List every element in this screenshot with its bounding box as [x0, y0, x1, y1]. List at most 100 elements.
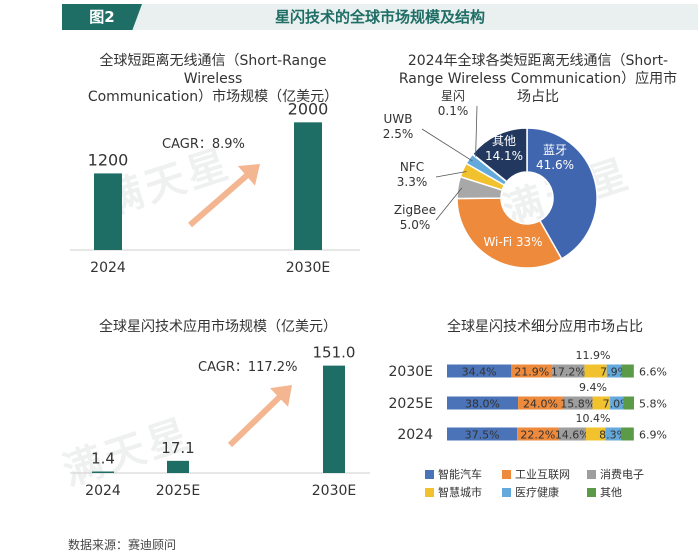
- chart4-segment: [623, 396, 634, 410]
- chart2-outer-name: UWB: [384, 112, 413, 126]
- chart4-category-label: 2025E: [389, 396, 433, 412]
- chart4-segment-label: 37.5%: [465, 429, 500, 442]
- figure-title: 星闪技术的全球市场规模及结构: [274, 8, 485, 26]
- chart4-legend-label: 智慧城市: [438, 485, 482, 499]
- chart4-segment: [585, 427, 606, 441]
- chart4-segment-label: 7.9%: [600, 366, 628, 379]
- chart1-cagr-label: CAGR：8.9%: [162, 137, 245, 152]
- chart2-title-line1: 2024年全球各类短距离无线通信（Short-: [407, 53, 669, 69]
- chart2-title: 2024年全球各类短距离无线通信（Short- Range Wireless C…: [388, 52, 688, 106]
- chart1-category-label: 2030E: [286, 260, 330, 276]
- chart4-other-label: 5.8%: [639, 398, 667, 411]
- chart2-title-line3: 场占比: [517, 89, 559, 105]
- chart4-segment-label: 22.2%: [520, 429, 555, 442]
- chart4-segment: [605, 427, 621, 441]
- chart4-segment: [610, 396, 624, 410]
- chart3-category-label: 2030E: [312, 483, 356, 499]
- chart4-category-label: 2024: [397, 427, 433, 443]
- chart4-segment: [584, 364, 607, 378]
- chart4-title: 全球星闪技术细分应用市场占比: [447, 319, 643, 335]
- chart4-segment: [558, 427, 586, 441]
- chart2-outer-value: 0.1%: [438, 104, 469, 118]
- header-band: [62, 4, 698, 30]
- chart1-value-label: 2000: [288, 99, 329, 118]
- chart3-value-label: 151.0: [313, 344, 356, 362]
- chart3-title: 全球星闪技术应用市场规模（亿美元）: [99, 319, 337, 335]
- chart4-segment-label: 24.0%: [523, 398, 558, 411]
- chart2-slice-name: 其他: [492, 134, 516, 148]
- chart4-legend-swatch: [425, 488, 434, 497]
- chart2-outer-name: ZigBee: [394, 203, 436, 217]
- chart2-slice: [456, 197, 563, 269]
- chart2-slice-value: 14.1%: [485, 149, 523, 163]
- chart4-other-label: 6.6%: [639, 366, 667, 379]
- chart4-segment: [621, 364, 634, 378]
- chart1-title: 全球短距离无线通信（Short-Range Wireless Communica…: [68, 52, 358, 106]
- chart1-category-label: 2024: [90, 260, 126, 276]
- chart2-outer-value: 3.3%: [397, 175, 428, 189]
- chart4-segment-label: 14.6%: [555, 429, 590, 442]
- chart1-title-line1: 全球短距离无线通信（Short-Range Wireless: [99, 53, 327, 87]
- chart4-legend-label: 工业互联网: [515, 468, 570, 481]
- chart3-value-label: 1.4: [91, 450, 115, 468]
- chart2-outer-name: 星闪: [441, 89, 465, 103]
- chart4-segment: [552, 364, 585, 378]
- chart4-segment: [447, 364, 512, 378]
- chart4-segment-label: 17.2%: [551, 366, 586, 379]
- chart4-legend-label: 消费电子: [600, 467, 644, 481]
- chart4-city-label: 10.4%: [576, 412, 611, 425]
- chart4-legend-label: 医疗健康: [515, 485, 559, 499]
- chart4-segment-label: 15.8%: [560, 398, 595, 411]
- chart2-slice: [526, 127, 598, 260]
- chart4-segment-label: 21.9%: [514, 366, 549, 379]
- chart2-slice-label: Wi-Fi 33%: [483, 235, 542, 249]
- chart2-outer-value: 5.0%: [400, 218, 431, 232]
- chart2-leader-line: [435, 171, 467, 178]
- chart1-growth-arrow: [188, 164, 260, 228]
- chart4-segment: [562, 396, 593, 410]
- chart4-segment-label: 8.3%: [599, 429, 627, 442]
- chart4-segment: [606, 364, 622, 378]
- chart3-growth-arrow: [227, 385, 292, 448]
- chart2-leader-line: [475, 105, 478, 157]
- chart4-legend-swatch: [425, 470, 434, 479]
- chart3-bar: [323, 365, 345, 473]
- chart1-value-label: 1200: [88, 150, 129, 169]
- chart3-category-label: 2025E: [156, 483, 200, 499]
- chart4-segment-label: 38.0%: [465, 398, 500, 411]
- chart1-bar: [94, 173, 122, 250]
- chart1-title-line2: Communication）市场规模（亿美元）: [87, 89, 339, 105]
- chart4-segment: [517, 427, 559, 441]
- chart2-slice-value: 41.6%: [536, 158, 574, 172]
- chart4-legend-swatch: [502, 470, 511, 479]
- chart3-value-label: 17.1: [161, 439, 194, 457]
- chart3-cagr-label: CAGR：117.2%: [198, 360, 297, 375]
- chart2-title-line2: Range Wireless Communication）应用市: [398, 71, 678, 87]
- chart4-legend-swatch: [502, 488, 511, 497]
- chart3-bar: [92, 471, 114, 473]
- chart4-segment: [511, 364, 553, 378]
- chart2-slice-name: 蓝牙: [543, 143, 567, 157]
- chart2-outer-name: NFC: [400, 160, 424, 174]
- chart4-city-label: 11.9%: [576, 349, 611, 362]
- figure-label: 图2: [62, 4, 142, 30]
- chart3-bar: [167, 460, 189, 473]
- chart4-legend-label: 其他: [600, 486, 622, 499]
- chart2-leader-line: [435, 187, 463, 221]
- chart4-segment: [447, 427, 518, 441]
- chart4-other-label: 6.9%: [639, 429, 667, 442]
- chart4-category-label: 2030E: [389, 364, 433, 380]
- chart2-leader-line: [421, 128, 473, 162]
- chart4-legend-swatch: [587, 470, 596, 479]
- chart3-category-label: 2024: [85, 483, 121, 499]
- chart1-bar: [294, 122, 322, 250]
- chart4-legend-swatch: [587, 488, 596, 497]
- chart4-segment: [518, 396, 563, 410]
- chart4-segment: [620, 427, 634, 441]
- chart4-city-label: 9.4%: [579, 381, 607, 394]
- chart4-segment: [447, 396, 519, 410]
- chart2-slice: [471, 127, 528, 183]
- chart4-segment: [592, 396, 611, 410]
- chart4-segment-label: 34.4%: [462, 366, 497, 379]
